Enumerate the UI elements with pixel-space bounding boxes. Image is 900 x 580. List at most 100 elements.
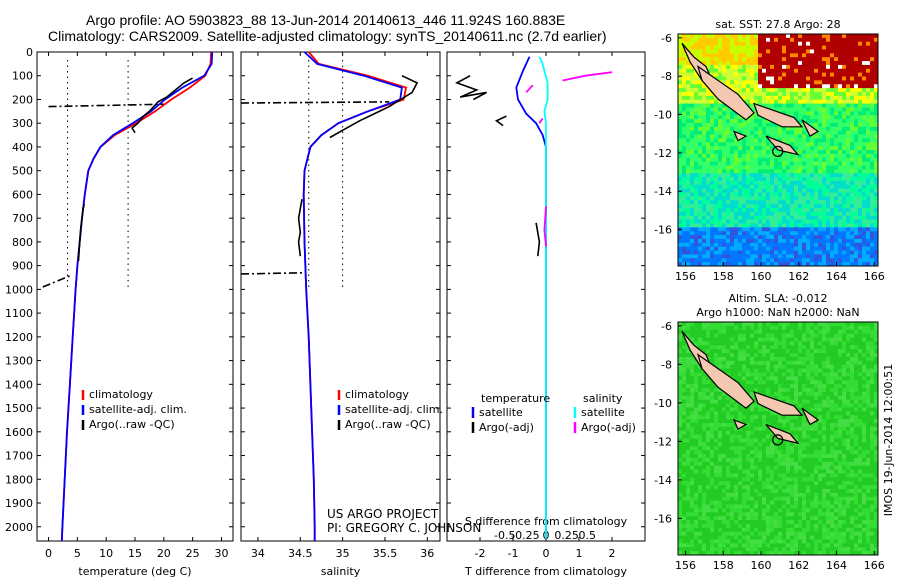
map-cell xyxy=(690,72,695,77)
map-cell xyxy=(746,92,751,97)
map-cell xyxy=(834,329,839,335)
map-cell xyxy=(714,169,719,174)
map-cell xyxy=(746,180,751,186)
map-cell xyxy=(838,146,843,151)
map-cell xyxy=(822,111,827,116)
map-cell xyxy=(690,80,695,85)
map-cell xyxy=(694,153,699,159)
map-cell xyxy=(746,325,751,331)
island xyxy=(732,130,748,142)
map-cell xyxy=(874,376,879,381)
map-cell xyxy=(834,430,839,436)
map-cell xyxy=(822,61,827,66)
map-cell xyxy=(806,258,811,263)
map-cell xyxy=(874,388,879,393)
map-cell xyxy=(870,368,875,373)
map-cell xyxy=(830,235,835,240)
map-cell xyxy=(718,337,723,342)
map-cell xyxy=(802,130,807,135)
map-cell xyxy=(794,380,799,385)
map-cell xyxy=(834,399,839,404)
map-cell xyxy=(850,419,855,424)
map-cell xyxy=(774,333,779,338)
map-cell xyxy=(686,345,691,350)
map-cell xyxy=(738,333,743,338)
map-cell xyxy=(858,150,863,155)
map-cell xyxy=(818,107,823,112)
map-cell xyxy=(698,411,703,416)
map-cell xyxy=(706,419,711,424)
map-cell xyxy=(770,238,775,244)
map-cell xyxy=(726,180,731,186)
map-cell xyxy=(774,368,779,373)
map-cell xyxy=(766,231,771,236)
series-satellite-adj-clim- xyxy=(60,51,214,542)
map-cell xyxy=(746,376,751,381)
map-cell xyxy=(702,153,707,159)
map-cell xyxy=(806,223,811,228)
map-cell xyxy=(762,380,767,385)
map-cell xyxy=(866,76,871,81)
map-cell xyxy=(826,41,831,46)
map-cell xyxy=(714,107,719,112)
map-cell xyxy=(754,142,759,147)
map-cell xyxy=(746,177,751,182)
map-cell xyxy=(682,407,687,412)
map-cell xyxy=(702,169,707,174)
map-cell xyxy=(746,219,751,224)
map-cell xyxy=(770,41,775,46)
map-cell xyxy=(710,360,715,366)
map-cell xyxy=(866,380,871,385)
map-cell xyxy=(694,235,699,240)
map-cell xyxy=(718,364,723,369)
map-cell xyxy=(810,64,815,70)
map-cell xyxy=(846,227,851,232)
map-cell xyxy=(686,107,691,112)
map-cell xyxy=(714,238,719,244)
depth-tick-label: 400 xyxy=(12,141,33,154)
map-cell xyxy=(798,142,803,147)
map-cell xyxy=(806,76,811,81)
map-cell xyxy=(854,376,859,381)
map-cell xyxy=(734,57,739,62)
map-cell xyxy=(806,88,811,93)
map-cell xyxy=(802,150,807,155)
map-cell xyxy=(838,395,843,401)
map-cell xyxy=(850,188,855,193)
map-cell xyxy=(770,80,775,85)
map-cell xyxy=(778,88,783,93)
map-cell xyxy=(742,349,747,354)
map-cell xyxy=(802,204,807,209)
map-cell xyxy=(810,345,815,350)
map-cell xyxy=(722,57,727,62)
map-cell xyxy=(818,450,823,455)
map-cell xyxy=(802,349,807,354)
map-cell xyxy=(734,72,739,77)
map-cell xyxy=(826,341,831,346)
map-cell xyxy=(786,211,791,217)
map-cell xyxy=(862,349,867,354)
map-cell xyxy=(710,177,715,182)
map-cell xyxy=(762,150,767,155)
map-cell xyxy=(778,150,783,155)
x-tick-label: 1 xyxy=(576,547,583,560)
map-cell xyxy=(722,72,727,77)
map-cell xyxy=(754,364,759,369)
map-cell xyxy=(714,353,719,358)
map-cell xyxy=(710,345,715,350)
map-cell xyxy=(782,231,787,236)
map-cell xyxy=(818,138,823,143)
map-cell xyxy=(830,446,835,451)
map-cell xyxy=(826,376,831,381)
map-cell xyxy=(838,188,843,193)
map-cell xyxy=(874,115,879,120)
map-cell xyxy=(842,99,847,104)
map-cell xyxy=(834,364,839,369)
map-cell xyxy=(762,438,767,443)
map-cell xyxy=(730,353,735,358)
map-cell xyxy=(682,41,687,46)
map-cell xyxy=(814,372,819,377)
map-cell xyxy=(678,238,683,244)
map-cell xyxy=(766,419,771,424)
map-cell xyxy=(790,153,795,159)
